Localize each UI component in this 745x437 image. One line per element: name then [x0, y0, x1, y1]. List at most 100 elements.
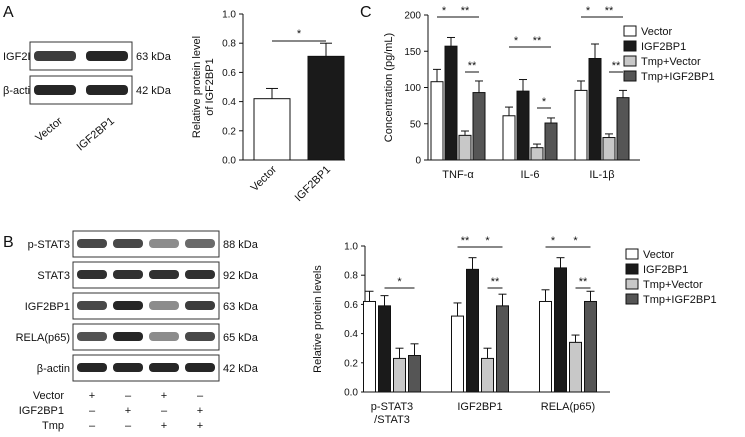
blot-b-band [77, 363, 107, 372]
blot-b-protein-label: STAT3 [37, 270, 70, 282]
chart-b-sig-label: ** [491, 276, 500, 288]
chart-c-bar [430, 81, 444, 161]
chart-b-bar [451, 315, 464, 393]
chart-b-ytick-label: 0.6 [344, 300, 358, 311]
chart-c-legend-label: Tmp+IGF2BP1 [641, 71, 715, 83]
chart-c-bar [458, 134, 472, 161]
chart-b-sig-label: * [485, 235, 490, 247]
chart-b-legend-swatch [625, 293, 639, 305]
blot-b-condition-mark: – [197, 390, 204, 402]
blot-b-band [113, 301, 143, 310]
chart-b-legend-swatch [625, 248, 639, 260]
blot-a-protein-label: β-actin [3, 85, 36, 97]
panel-c-letter: C [360, 4, 372, 21]
blot-b-kda-label: 65 kDa [223, 332, 259, 344]
blot-b-kda-label: 88 kDa [223, 239, 259, 251]
blot-b-band [77, 270, 107, 279]
blot-b-condition-label: IGF2BP1 [19, 405, 64, 417]
blot-b-condition-mark: – [125, 390, 132, 402]
chart-c-bar [502, 115, 516, 161]
chart-c-ytick-label: 150 [404, 47, 421, 58]
chart-c-sig-label: ** [461, 5, 470, 17]
chart-c-ytick-label: 50 [410, 119, 422, 130]
chart-b-sig-label: ** [461, 235, 470, 247]
chart-c-ytick-label: 0 [415, 156, 421, 167]
chart-a-ytick-label: 0.4 [222, 97, 236, 108]
chart-c-ytick-label: 200 [404, 11, 421, 22]
chart-c-bar [588, 58, 602, 161]
chart-b-bar [363, 300, 376, 393]
blot-b-band [149, 363, 179, 372]
chart-b-relative-protein-levels: 0.0 0.2 0.4 0.6 0.8 1.0 Relative protein level… [312, 235, 717, 426]
chart-c-legend-swatch [623, 70, 637, 82]
panel-a-letter: A [3, 4, 14, 21]
chart-b-bar [539, 300, 552, 393]
chart-b-legend-label: Tmp+Vector [643, 279, 703, 291]
blot-b-band [185, 332, 215, 341]
chart-b-xtick-label: IGF2BP1 [457, 401, 502, 413]
chart-a-xtick-label: IGF2BP1 [293, 164, 333, 204]
blot-b-band [149, 270, 179, 279]
blot-a-lane-label: IGF2BP1 [75, 115, 117, 153]
chart-a-ytick-label: 0.8 [222, 39, 236, 50]
chart-b-ytick-label: 0.2 [344, 358, 358, 369]
blot-b-band [113, 363, 143, 372]
chart-a-ytick-label: 0.0 [222, 156, 236, 167]
blot-b-condition-mark: + [161, 390, 167, 402]
chart-a-bar [307, 55, 345, 161]
chart-c-xtick-label: TNF-α [442, 169, 474, 181]
blot-a-band [34, 85, 76, 95]
blot-b-protein-label: p-STAT3 [28, 239, 70, 251]
chart-b-bar [466, 268, 479, 393]
chart-c-sig-label: ** [468, 60, 477, 72]
blot-a-band [86, 85, 128, 95]
blot-b-condition-mark: – [125, 420, 132, 432]
chart-c-ytick-label: 100 [404, 83, 421, 94]
blot-b-kda-label: 63 kDa [223, 301, 259, 313]
blot-b-condition-label: Vector [33, 390, 65, 402]
chart-b-bar [393, 357, 406, 393]
chart-c-legend-swatch [623, 40, 637, 52]
chart-c-bar [444, 45, 458, 161]
chart-a-ytick-label: 0.6 [222, 68, 236, 79]
chart-a-ytick-label: 0.2 [222, 126, 236, 137]
chart-c-legend-swatch [623, 55, 637, 67]
blot-a-kda-label: 63 kDa [136, 51, 172, 63]
blot-b-band [185, 270, 215, 279]
chart-b-ylabel: Relative protein levels [312, 265, 324, 373]
chart-b-bar [554, 267, 567, 393]
chart-b-bar [569, 341, 582, 393]
chart-b-bar [408, 355, 421, 393]
western-blot-b: p-STAT3 88 kDa STAT3 92 kDa IGF2BP1 63 kDa REL… [16, 230, 259, 432]
chart-b-legend-swatch [625, 263, 639, 275]
blot-b-band [149, 332, 179, 341]
chart-c-bar [530, 147, 544, 161]
blot-b-kda-label: 42 kDa [223, 363, 259, 375]
blot-b-condition-mark: – [161, 405, 168, 417]
blot-b-band [113, 270, 143, 279]
chart-c-legend-swatch [623, 25, 637, 37]
chart-b-bar [378, 305, 391, 393]
chart-b-ytick-label: 1.0 [344, 242, 358, 253]
chart-c-sig-label: * [542, 96, 547, 108]
blot-a-kda-label: 42 kDa [136, 85, 172, 97]
chart-c-bar [574, 89, 588, 161]
blot-b-band [77, 239, 107, 248]
blot-b-condition-mark: – [89, 420, 96, 432]
chart-b-sig-label: * [397, 276, 402, 288]
chart-b-bar [496, 305, 509, 393]
chart-c-ylabel: Concentration (pg/mL) [383, 33, 395, 142]
blot-b-protein-label: RELA(p65) [16, 332, 70, 344]
chart-c-sig-label: ** [533, 35, 542, 47]
chart-b-sig-label: * [551, 235, 556, 247]
blot-b-condition-mark: + [197, 420, 203, 432]
chart-c-bar [602, 137, 616, 161]
chart-c-sig-label: * [442, 5, 447, 17]
chart-b-sig-label: * [573, 235, 578, 247]
blot-b-band [185, 363, 215, 372]
chart-b-legend-label: IGF2BP1 [643, 264, 688, 276]
chart-c-legend-label: IGF2BP1 [641, 41, 686, 53]
chart-a-xtick-label: Vector [249, 163, 280, 194]
chart-a-ytick-label: 1.0 [222, 10, 236, 21]
